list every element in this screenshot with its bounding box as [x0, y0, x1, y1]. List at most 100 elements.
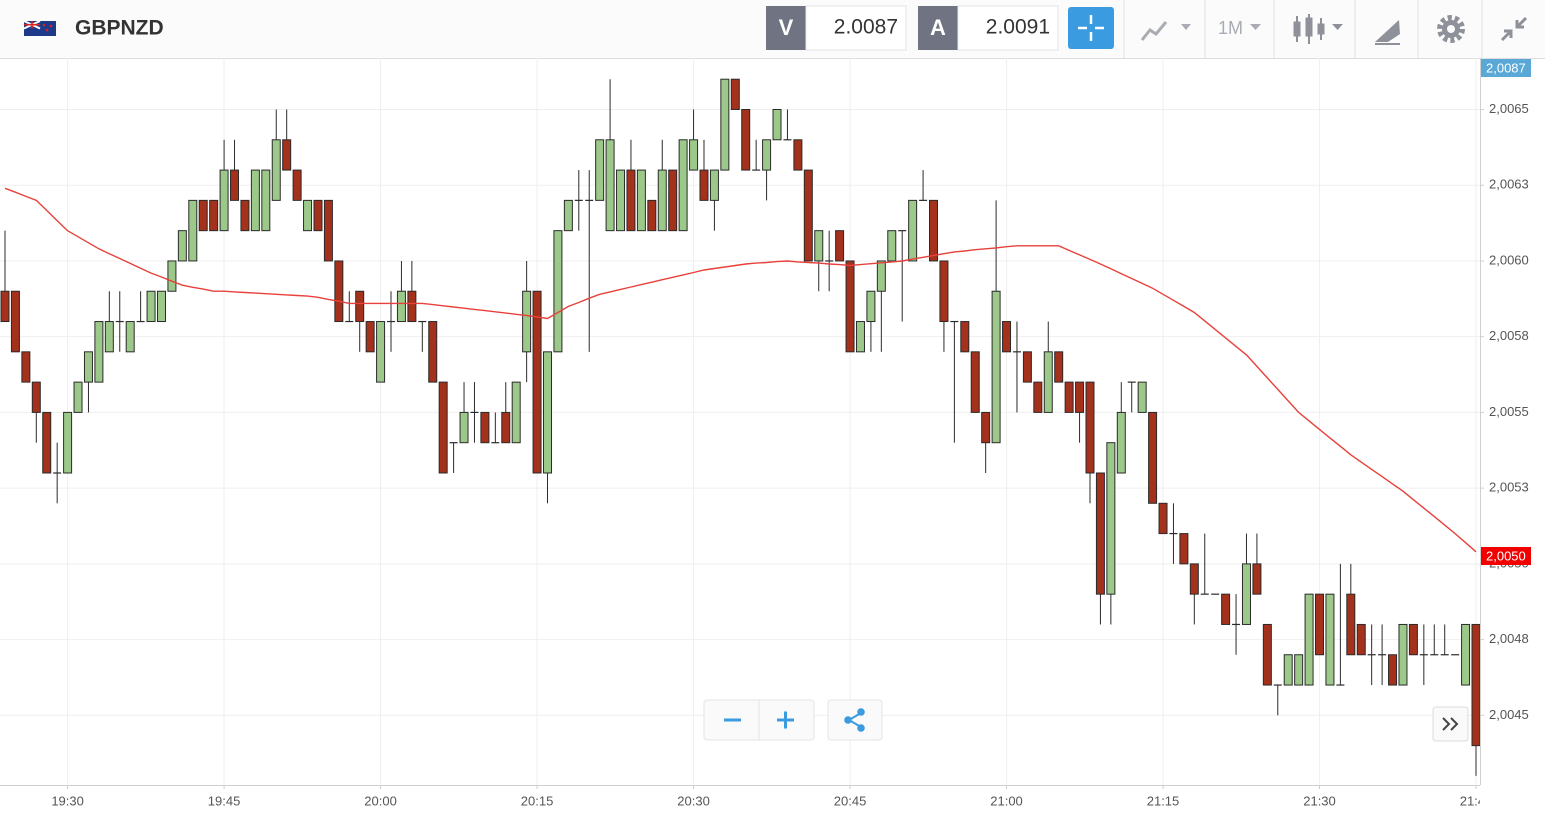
candle-body [876, 260, 886, 292]
candle-body [636, 169, 646, 232]
candle-body [887, 230, 897, 262]
candle-body [605, 139, 615, 232]
y-tick-label: 2,0065 [1489, 101, 1529, 116]
x-tick-label: 20:15 [521, 793, 554, 808]
candle-body [303, 199, 313, 232]
y-tick-label: 2,0053 [1489, 480, 1529, 495]
candle-body [156, 290, 166, 323]
candle-body [125, 321, 135, 353]
candle-type-button[interactable] [1293, 14, 1343, 44]
x-tick-label: 20:45 [834, 793, 867, 808]
moving-average-line [4, 187, 1477, 553]
candle-body [908, 199, 918, 262]
zoom-controls [703, 699, 815, 741]
draw-button[interactable] [1375, 20, 1400, 45]
candle-body [1189, 563, 1199, 595]
toolbar-separators [1123, 0, 1483, 58]
candle-body [1315, 593, 1325, 656]
crosshair-button[interactable] [1068, 7, 1114, 49]
zoom-in-button[interactable] [777, 711, 794, 729]
candle-body [730, 78, 740, 110]
candle-body [167, 260, 177, 292]
candle-body [1304, 593, 1314, 686]
candle-body [563, 199, 573, 232]
candle-body [1262, 623, 1272, 686]
candle-body [480, 411, 490, 444]
y-tick-label: 2,0055 [1489, 404, 1529, 419]
price-label-box [1481, 59, 1531, 77]
x-tick-label: 21:15 [1147, 793, 1180, 808]
candle-body [1075, 381, 1085, 413]
candle-body [1022, 351, 1032, 383]
candle-body [146, 290, 156, 323]
y-tick-label: 2,0058 [1489, 328, 1529, 343]
candle-body [970, 351, 980, 413]
candle-body [177, 230, 187, 262]
settings-button[interactable] [1437, 15, 1465, 43]
candle-body [1461, 623, 1471, 686]
timeframe: 1M [1218, 18, 1243, 38]
candle-body [1158, 502, 1168, 535]
candle-body [511, 381, 521, 444]
candle-body [772, 108, 782, 141]
candle-body [595, 139, 605, 201]
candle-body [1148, 411, 1158, 504]
candle-body [1137, 381, 1147, 413]
candle-body [1064, 381, 1074, 413]
candle-body [396, 290, 406, 323]
candle-body [1179, 533, 1189, 565]
candle-body [0, 290, 10, 323]
share-button[interactable] [827, 699, 883, 741]
candle-body [626, 169, 636, 232]
sell-label: V [779, 15, 794, 40]
candle-body [63, 411, 73, 474]
collapse-button[interactable] [1500, 16, 1528, 42]
x-tick-label: 19:30 [51, 793, 84, 808]
x-tick-label: 21:45 [1460, 793, 1493, 808]
candle-body [428, 321, 438, 383]
candle-body [438, 381, 448, 474]
candle-body [355, 290, 365, 323]
candle-body [668, 169, 678, 232]
candle-body [261, 169, 271, 232]
candle-body [21, 351, 31, 383]
candle-body [939, 260, 949, 323]
sell-price: 2.0087 [834, 16, 898, 39]
x-tick-label: 20:30 [677, 793, 710, 808]
candle-body [866, 290, 876, 323]
candle-body [532, 290, 542, 474]
candle-body [250, 169, 260, 232]
chart-type-button[interactable] [1140, 21, 1191, 41]
candle-body [334, 260, 344, 323]
sell-button[interactable]: V 2.0087 [766, 5, 907, 51]
candle-body [459, 411, 469, 444]
axes: 2,0045 2,0048 2,0050 2,0053 2,0055 2,0058 2,00… [51, 59, 1531, 808]
candle-body [960, 321, 970, 353]
candle-body [709, 169, 719, 201]
candle-body [376, 321, 386, 383]
candle-body [522, 290, 532, 353]
candle-body [1033, 381, 1043, 413]
buy-label: A [930, 15, 946, 40]
candle-body [678, 139, 688, 232]
candle-body [1252, 563, 1262, 595]
candle-body [981, 411, 991, 444]
candle-body [407, 290, 417, 323]
scroll-right-button[interactable] [1432, 706, 1469, 742]
candle-body [814, 230, 824, 262]
candle-body [271, 139, 281, 201]
candle-body [855, 321, 865, 353]
candle-body [83, 351, 93, 383]
plot-area [0, 78, 1480, 776]
candle-body [73, 381, 83, 413]
x-tick-label: 20:00 [364, 793, 397, 808]
price-label: 2,0050 [1481, 547, 1531, 565]
candle-body [1294, 654, 1304, 686]
timeframe-button[interactable]: 1M [1218, 18, 1261, 38]
candle-body [835, 230, 845, 262]
candle-body [929, 199, 939, 262]
buy-button[interactable]: A 2.0091 [918, 5, 1059, 51]
symbol: GBPNZD [75, 17, 164, 40]
candle-body [1388, 654, 1398, 686]
